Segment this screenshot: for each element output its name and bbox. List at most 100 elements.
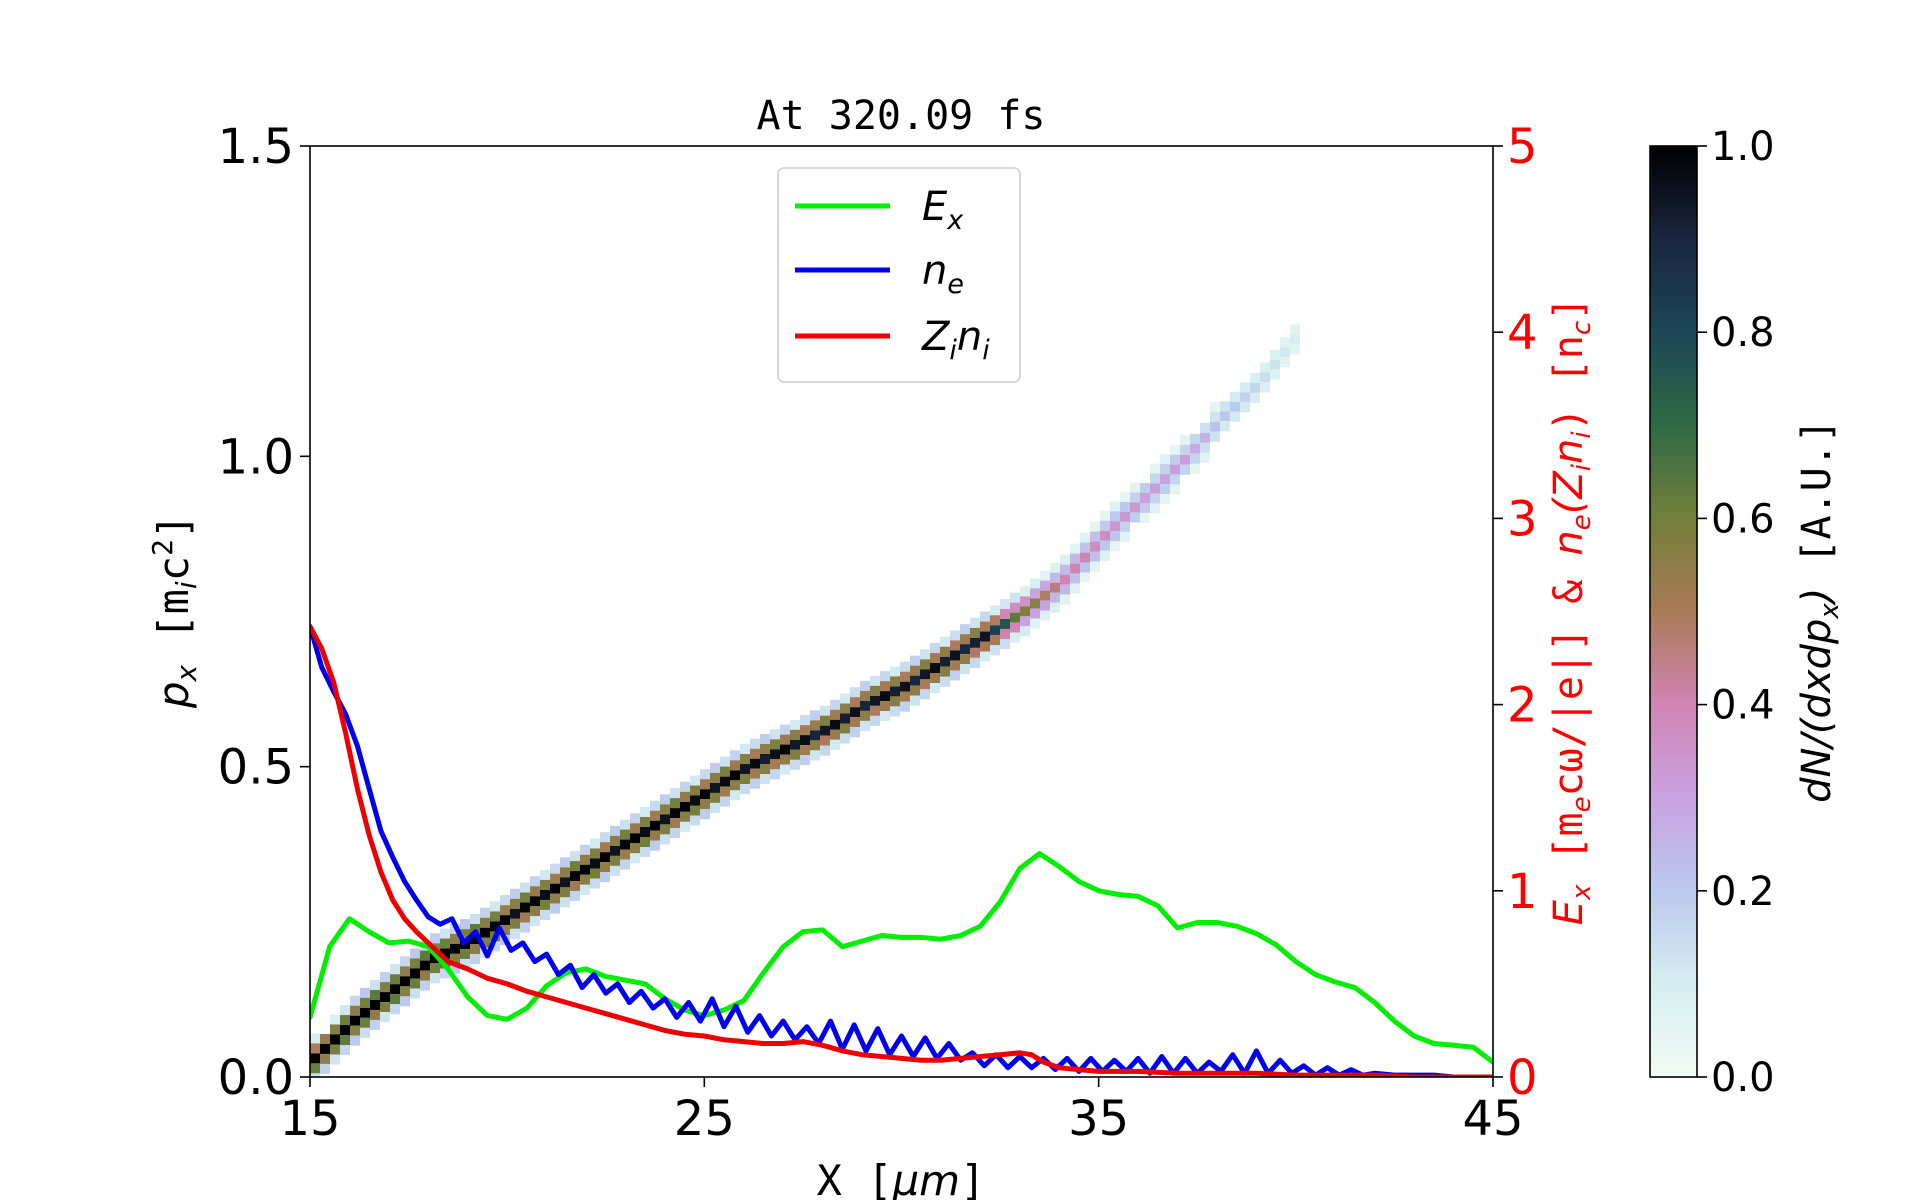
heatmap-cell — [890, 676, 900, 687]
heatmap-cell — [860, 700, 870, 711]
phase-space-heatmap — [310, 324, 1300, 1077]
heatmap-cell — [800, 745, 810, 756]
heatmap-cell — [1110, 511, 1120, 522]
heatmap-cell — [650, 820, 660, 831]
heatmap-cell — [380, 1012, 390, 1023]
heatmap-cell — [1190, 433, 1200, 444]
heatmap-cell — [590, 878, 600, 889]
heatmap-cell — [1030, 588, 1040, 599]
y-right-tick-label: 4 — [1507, 305, 1538, 361]
heatmap-cell — [780, 724, 790, 735]
heatmap-cell — [1130, 492, 1140, 503]
heatmap-cell — [360, 987, 370, 998]
heatmap-cell — [740, 774, 750, 785]
heatmap-cell — [980, 631, 990, 642]
legend-box — [777, 167, 1021, 383]
heatmap-cell — [1010, 612, 1020, 623]
heatmap-cell — [870, 685, 880, 696]
heatmap-cell — [770, 769, 780, 780]
heatmap-cell — [410, 968, 420, 979]
heatmap-cell — [810, 720, 820, 731]
heatmap-cell — [1080, 542, 1090, 553]
heatmap-cell — [310, 1043, 320, 1054]
heatmap-cell — [1060, 554, 1070, 565]
heatmap-cell — [610, 855, 620, 866]
legend-label-ne: ne — [922, 248, 964, 300]
legend-zini-sym2: n — [957, 314, 982, 360]
heatmap-cell — [770, 749, 780, 760]
heatmap-cell — [910, 695, 920, 706]
heatmap-cell — [580, 874, 590, 885]
heatmap-cell — [810, 710, 820, 721]
heatmap-cell — [1240, 402, 1250, 413]
heatmap-cell — [710, 802, 720, 813]
colorbar-tick-label: 0.6 — [1711, 496, 1775, 542]
heatmap-cell — [1090, 541, 1100, 552]
heatmap-cell — [1060, 574, 1070, 585]
heatmap-cell — [710, 792, 720, 803]
heatmap-cell — [390, 984, 400, 995]
x-tick-label: 35 — [1068, 1091, 1129, 1147]
heatmap-cell — [620, 849, 630, 860]
heatmap-cell — [710, 772, 720, 783]
heatmap-cell — [880, 701, 890, 712]
heatmap-cell — [1050, 562, 1060, 573]
colorbar-tick-label: 0.8 — [1711, 310, 1775, 356]
heatmap-cell — [1170, 454, 1180, 465]
heatmap-cell — [990, 625, 1000, 636]
heatmap-cell — [740, 754, 750, 765]
legend-label-zini: Zini — [921, 314, 990, 366]
heatmap-cell — [530, 916, 540, 927]
heatmap-cell — [780, 744, 790, 755]
heatmap-cell — [620, 829, 630, 840]
heatmap-cell — [1110, 501, 1120, 512]
heatmap-cell — [450, 933, 460, 944]
chart-title: At 320.09 fs — [757, 93, 1046, 139]
heatmap-cell — [1160, 474, 1170, 485]
heatmap-cell — [370, 1009, 380, 1020]
heatmap-cell — [1150, 463, 1160, 474]
heatmap-cell — [890, 696, 900, 707]
heatmap-cell — [450, 953, 460, 964]
heatmap-cell — [430, 953, 440, 964]
y-right-nc-sub: c — [1567, 321, 1597, 335]
colorbar-tick-label: 0.0 — [1711, 1055, 1775, 1101]
heatmap-cell — [600, 872, 610, 883]
heatmap-cell — [350, 995, 360, 1006]
heatmap-cell — [670, 828, 680, 839]
heatmap-cell — [1160, 484, 1170, 495]
x-label-symbol: μm — [891, 1156, 960, 1200]
heatmap-cell — [790, 719, 800, 730]
heatmap-cell — [1090, 521, 1100, 532]
heatmap-cell — [1070, 543, 1080, 554]
heatmap-cell — [940, 636, 950, 647]
heatmap-cell — [1120, 491, 1130, 502]
heatmap-cell — [1010, 632, 1020, 643]
heatmap-cell — [840, 713, 850, 724]
heatmap-cell — [880, 671, 890, 682]
heatmap-cell — [870, 715, 880, 726]
heatmap-cell — [970, 657, 980, 668]
heatmap-cell — [470, 934, 480, 945]
y-right-e-symbol: E — [1546, 899, 1592, 925]
x-axis-label: X [μm] — [817, 1156, 986, 1200]
heatmap-cell — [860, 680, 870, 691]
heatmap-cell — [990, 645, 1000, 656]
heatmap-cell — [930, 653, 940, 664]
heatmap-cell — [1120, 501, 1130, 512]
heatmap-cell — [1260, 362, 1270, 373]
heatmap-cell — [510, 898, 520, 909]
heatmap-cell — [560, 897, 570, 908]
heatmap-cell — [530, 886, 540, 897]
heatmap-cell — [400, 976, 410, 987]
legend-zini-sub: i — [949, 335, 957, 366]
heatmap-cell — [1050, 602, 1060, 613]
heatmap-cell — [1200, 422, 1210, 433]
heatmap-cell — [1180, 444, 1190, 455]
heatmap-cell — [630, 853, 640, 864]
heatmap-cell — [620, 859, 630, 870]
heatmap-cell — [850, 707, 860, 718]
heatmap-cell — [950, 670, 960, 681]
heatmap-cell — [780, 734, 790, 745]
heatmap-cell — [750, 768, 760, 779]
